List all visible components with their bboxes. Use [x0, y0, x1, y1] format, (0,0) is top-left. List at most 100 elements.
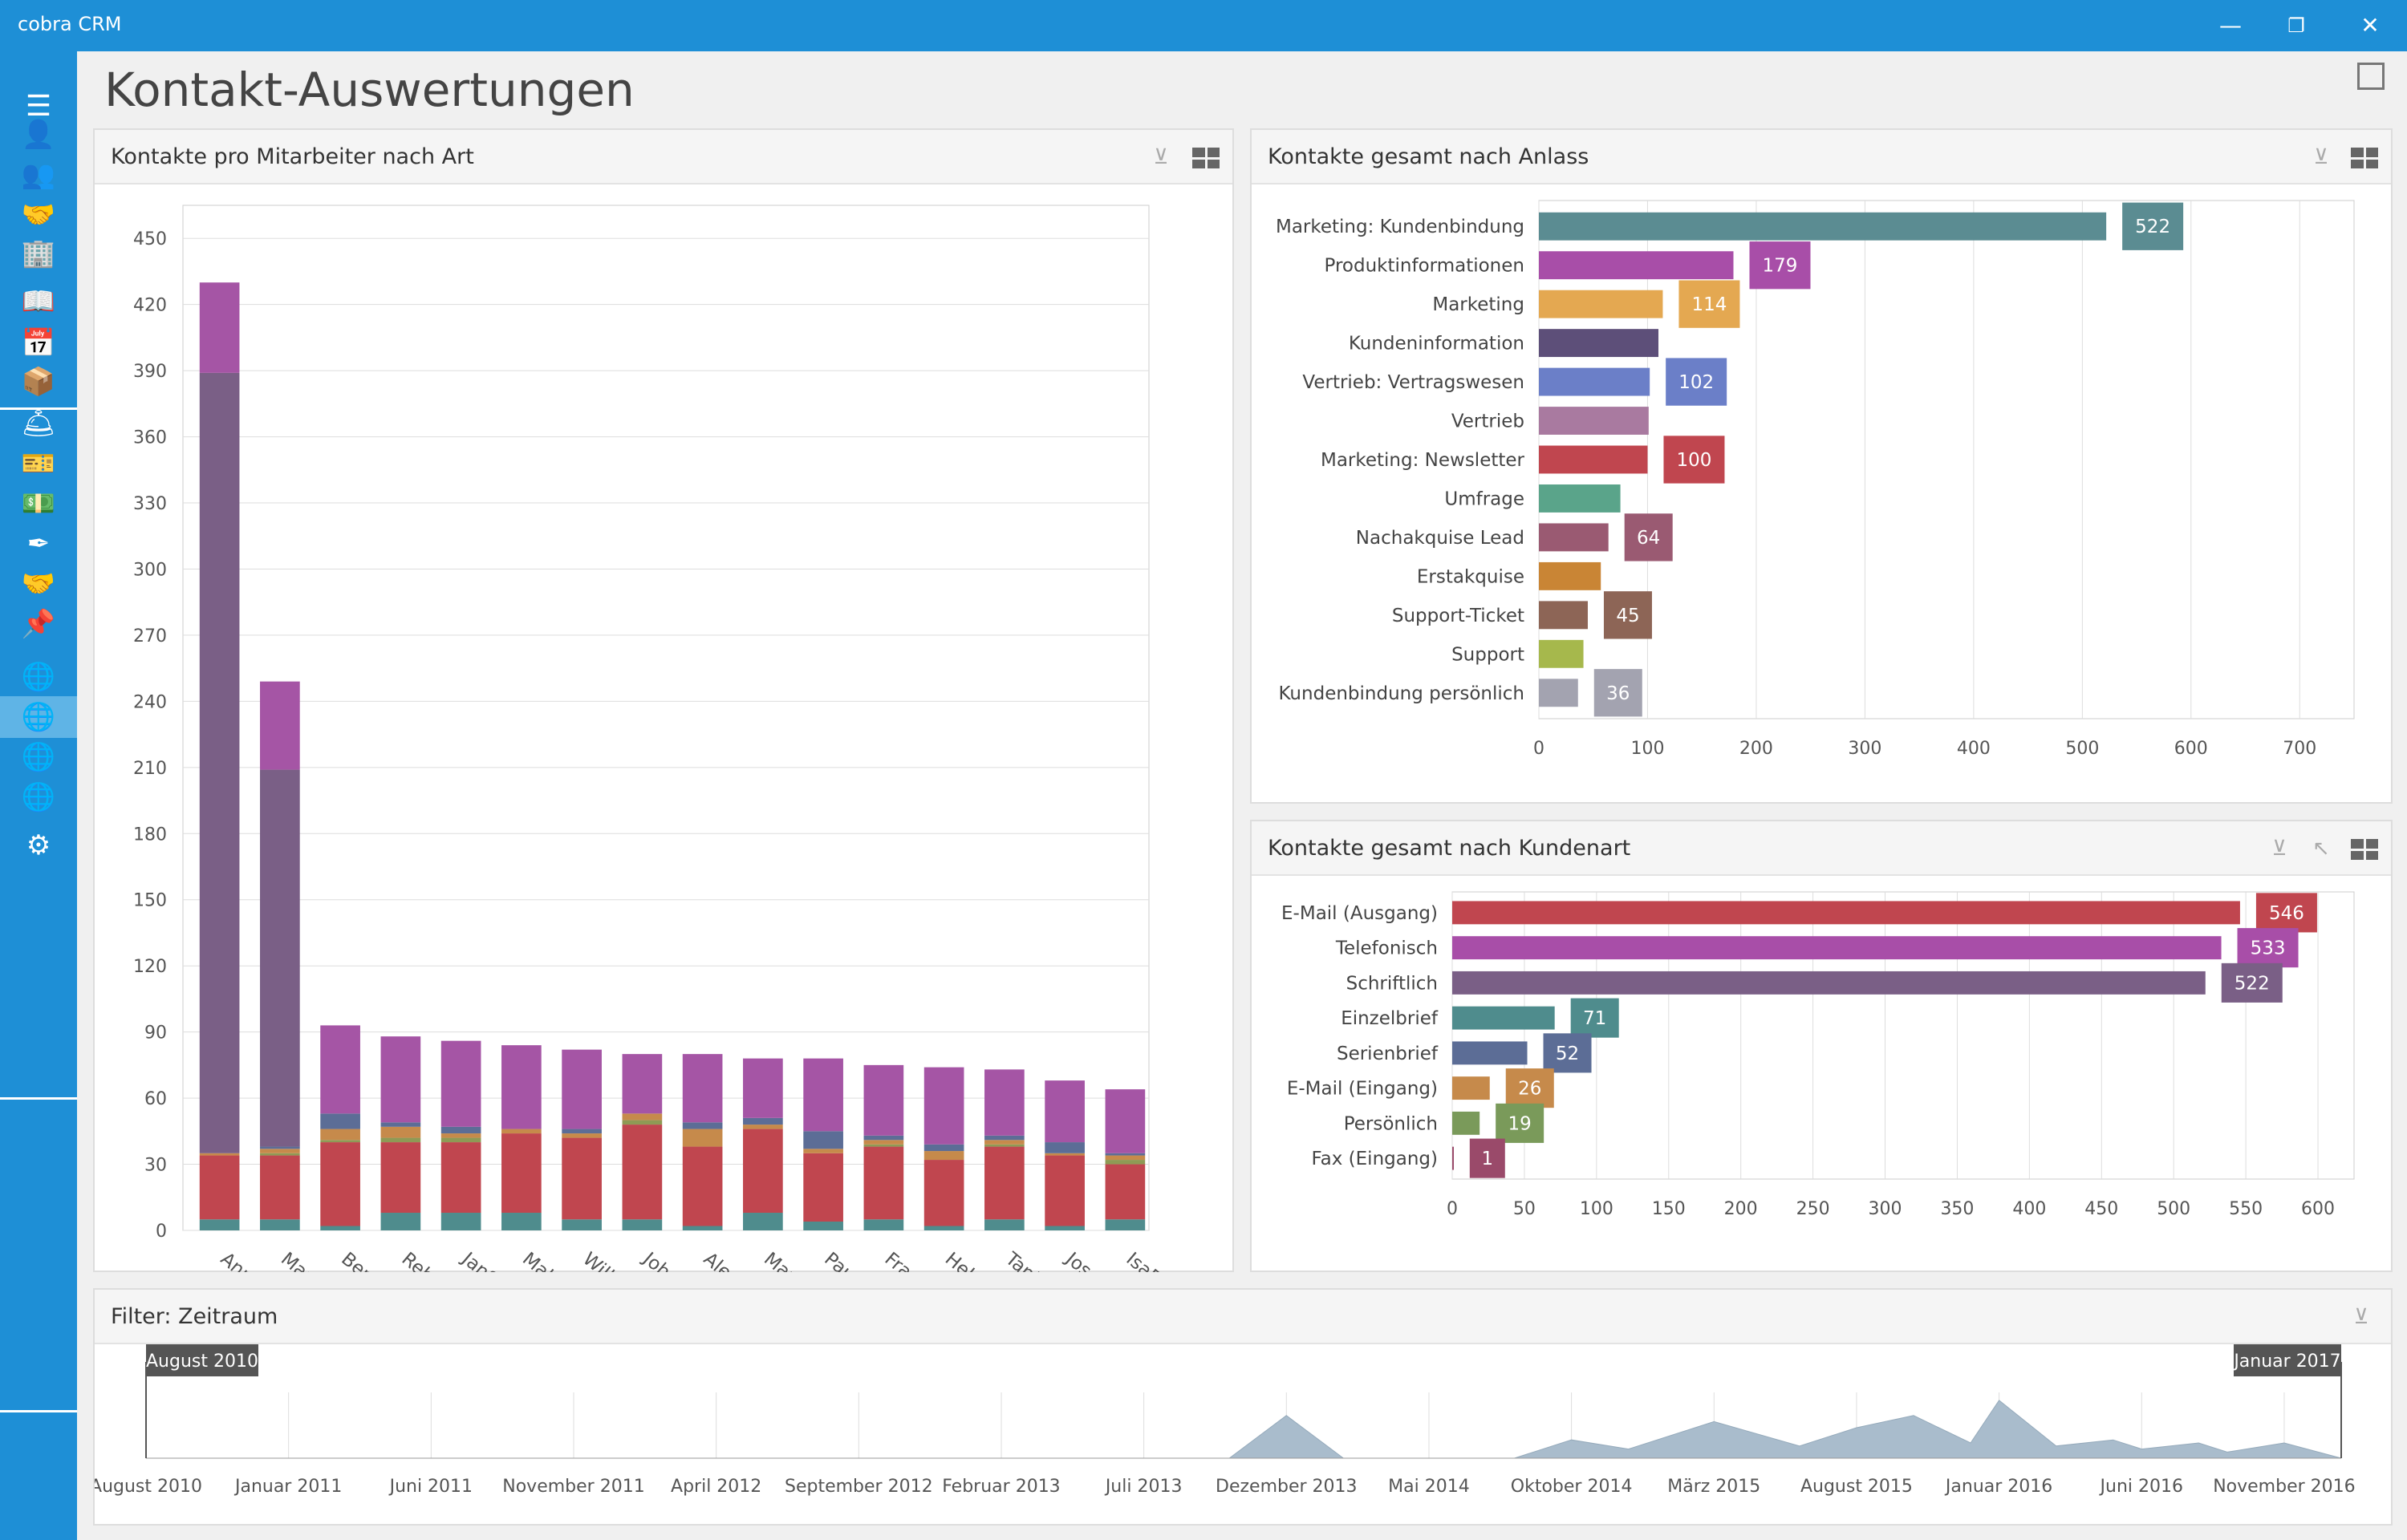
globe-2-icon[interactable]: 🌐 [21, 741, 56, 773]
data-label-box [1570, 998, 1619, 1038]
x-tick-label: November 2011 [502, 1477, 644, 1497]
bar-segment [562, 1137, 602, 1220]
filter-clear-icon[interactable]: ⊻ [2313, 145, 2329, 169]
bar-segment [380, 1126, 421, 1138]
bar-segment [260, 1155, 300, 1220]
bar [1452, 1111, 1480, 1135]
panel-header: Filter: Zeitraum ⊻ [95, 1290, 2391, 1344]
bar-segment [923, 1160, 964, 1226]
bar-segment [682, 1129, 723, 1147]
page-title: Kontakt-Auswertungen [104, 63, 635, 117]
title-bar: cobra CRM — ❐ ✕ [0, 0, 2407, 51]
minimize-button[interactable]: — [2219, 12, 2242, 38]
bar-segment [923, 1144, 964, 1152]
buildings-icon[interactable]: 🏢 [21, 237, 56, 270]
panel-header: Kontakte gesamt nach Anlass ⊻ [1252, 130, 2391, 184]
data-label-box [1543, 1033, 1592, 1073]
x-tick-label: 300 [1848, 739, 1881, 759]
settings-gear-icon[interactable]: ⚙ [26, 829, 51, 861]
bar-segment [199, 372, 240, 1153]
bar-segment [863, 1144, 904, 1147]
x-tick-label: Januar 2011 [233, 1477, 342, 1497]
sidebar-divider [0, 1097, 77, 1100]
category-label: Schriftlich [1346, 973, 1438, 994]
bar-segment [923, 1067, 964, 1145]
panel-time-filter: Filter: Zeitraum ⊻ August 2010 Januar 201… [93, 1288, 2393, 1526]
bar-segment [320, 1129, 360, 1141]
data-label: 546 [2269, 903, 2304, 924]
money-icon[interactable]: 💵 [21, 488, 56, 520]
bar [1539, 290, 1663, 318]
data-label-box [1496, 1103, 1544, 1143]
view-toggle-icon[interactable] [1192, 148, 1220, 168]
service-bell-icon[interactable]: 🛎 [21, 407, 56, 440]
boxes-icon[interactable]: 📦 [21, 366, 56, 398]
data-label-box [1624, 513, 1673, 561]
x-tick-label: MaximilianFink [760, 1249, 878, 1272]
data-label: 64 [1637, 528, 1660, 549]
pin-icon[interactable]: 📌 [21, 608, 56, 640]
time-range-filter-chart[interactable]: August 2010 Januar 2011 Juni 2011 November … [95, 1344, 2393, 1526]
x-tick-label: April 2012 [671, 1477, 761, 1497]
data-label: 52 [1556, 1044, 1579, 1064]
panel-title: Kontakte gesamt nach Kundenart [1268, 836, 1631, 861]
x-tick-label: 200 [1724, 1199, 1758, 1219]
bar-segment [440, 1133, 481, 1138]
bar-segment [562, 1129, 602, 1134]
book-icon[interactable]: 📖 [21, 286, 56, 318]
y-tick-label: 240 [133, 692, 167, 712]
y-tick-label: 390 [133, 362, 167, 382]
x-tick-label: 400 [2012, 1199, 2046, 1219]
data-label: 114 [1691, 294, 1727, 315]
bar-segment [863, 1064, 904, 1136]
bar-segment [562, 1133, 602, 1138]
category-label: Marketing: Kundenbindung [1276, 217, 1524, 237]
data-label-box [1666, 358, 1727, 406]
bar-segment [380, 1137, 421, 1143]
x-tick-label: 50 [1513, 1199, 1536, 1219]
data-label: 522 [2234, 973, 2270, 994]
x-tick-label: 400 [1957, 739, 1991, 759]
menu-hamburger-icon[interactable]: ☰ [25, 89, 52, 123]
filter-clear-icon[interactable]: ⊻ [2353, 1305, 2369, 1329]
category-label: Kundenbindung persönlich [1279, 683, 1525, 704]
pen-icon[interactable]: ✒ [26, 528, 51, 560]
ticket-icon[interactable]: 🎫 [21, 448, 56, 480]
bar [1539, 679, 1578, 707]
filter-clear-icon[interactable]: ⊻ [2271, 837, 2287, 861]
globe-icon[interactable]: 🌐 [21, 661, 56, 693]
category-label: Serienbrief [1337, 1044, 1439, 1064]
contacts-group-icon[interactable]: 👥 [21, 159, 56, 191]
close-button[interactable]: ✕ [2360, 12, 2380, 38]
x-tick-label: 500 [2065, 739, 2099, 759]
bar-segment [320, 1140, 360, 1143]
data-label-box [2255, 893, 2317, 933]
x-tick-label: Oktober 2014 [1511, 1477, 1633, 1497]
contact-card-icon[interactable]: 👤 [21, 119, 56, 151]
category-label: Fax (Eingang) [1312, 1149, 1438, 1169]
data-label: 26 [1518, 1079, 1541, 1100]
handshake-icon[interactable]: 🤝 [21, 199, 56, 231]
view-toggle-icon[interactable] [2351, 839, 2378, 860]
calendar-icon[interactable]: 📅 [21, 327, 56, 359]
bar-segment [1045, 1142, 1085, 1153]
handshake-2-icon[interactable]: 🤝 [21, 568, 56, 600]
globe-active-icon[interactable]: 🌐 [0, 696, 77, 738]
export-icon[interactable] [2357, 63, 2385, 90]
bar-segment [682, 1146, 723, 1226]
view-toggle-icon[interactable] [2351, 148, 2378, 168]
bar-segment [622, 1113, 663, 1121]
bar [1539, 445, 1648, 474]
data-label: 71 [1583, 1008, 1606, 1029]
y-tick-label: 0 [156, 1222, 167, 1242]
globe-3-icon[interactable]: 🌐 [21, 781, 56, 813]
bar-segment [923, 1226, 964, 1230]
bar-segment [984, 1146, 1025, 1220]
drill-up-icon[interactable]: ↖ [2312, 837, 2330, 861]
bar-segment [1045, 1226, 1085, 1230]
bar-segment [1105, 1160, 1146, 1165]
restore-button[interactable]: ❐ [2287, 14, 2305, 37]
filter-clear-icon[interactable]: ⊻ [1153, 145, 1169, 169]
bar-segment [1045, 1155, 1085, 1226]
bar-segment [501, 1213, 542, 1230]
